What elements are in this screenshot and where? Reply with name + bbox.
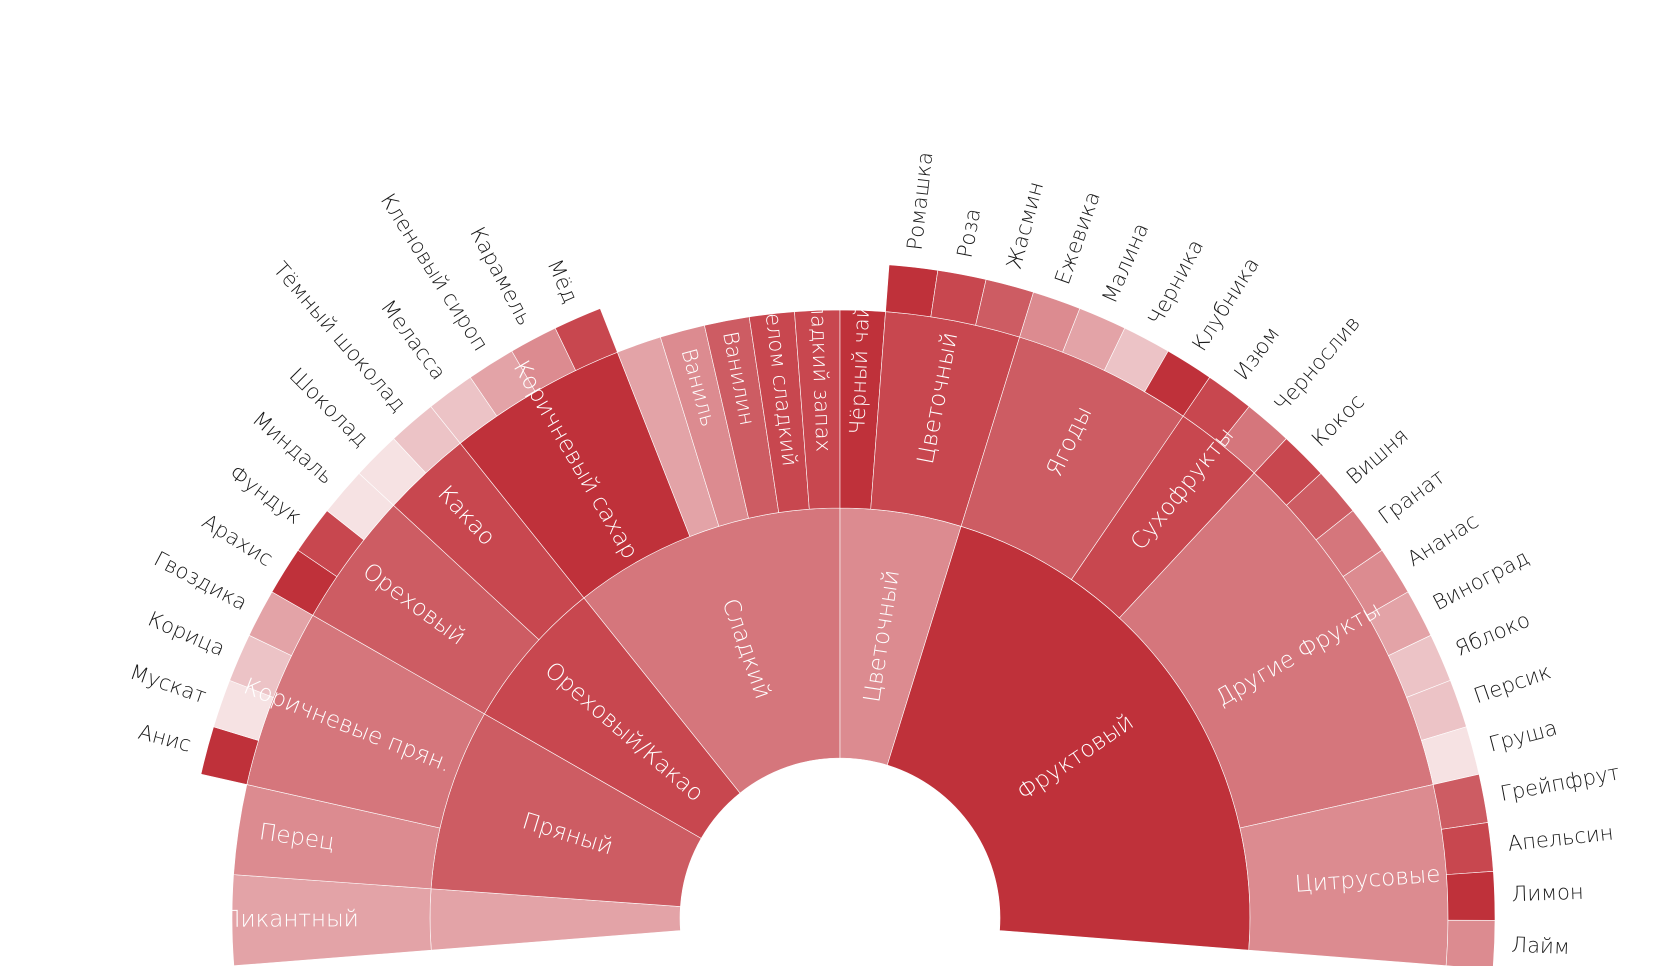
item-arc-лимон (1446, 870, 1496, 921)
item-label-мёд: Мёд (542, 256, 582, 307)
item-label-лимон: Лимон (1511, 880, 1584, 906)
item-label-тёмный-шоколад: Тёмный шоколад (268, 257, 410, 416)
item-label-гранат: Гранат (1374, 465, 1449, 529)
item-label-кокос: Кокос (1307, 389, 1369, 451)
item-label-ромашка: Ромашка (902, 151, 937, 252)
item-label-карамель: Карамель (465, 223, 537, 329)
item-label-лайм: Лайм (1511, 933, 1570, 959)
item-label-черника: Черника (1143, 235, 1208, 329)
item-label-грейпфрут: Грейпфрут (1498, 760, 1621, 806)
item-arc-апельсин (1441, 822, 1494, 875)
item-label-апельсин: Апельсин (1507, 821, 1615, 856)
item-label-роза: Роза (952, 206, 985, 259)
item-label-ежевика: Ежевика (1050, 188, 1105, 287)
item-arc-грейпфрут (1432, 773, 1489, 830)
item-label-яблоко: Яблоко (1451, 608, 1533, 661)
item-arc-лайм (1445, 919, 1496, 966)
item-label-вишня: Вишня (1342, 423, 1413, 489)
item-label-груша: Груша (1486, 716, 1559, 757)
item-label-анис: Анис (136, 720, 194, 757)
item-label-фундук: Фундук (225, 460, 306, 529)
item-label-персик: Персик (1471, 659, 1554, 708)
item-label-виноград: Виноград (1429, 545, 1533, 615)
item-label-арахис: Арахис (198, 509, 277, 571)
sub-label-чёрный-чай: Чёрный чай (845, 304, 874, 435)
item-arc-ромашка (885, 264, 939, 318)
item-label-ананас: Ананас (1403, 509, 1483, 571)
item-label-корица: Корица (144, 607, 228, 661)
item-label-гвоздика: Гвоздика (150, 547, 251, 616)
item-label-меласса: Меласса (376, 295, 451, 384)
item-label-изюм: Изюм (1229, 322, 1284, 385)
wheel-arcs (200, 264, 1496, 966)
item-label-жасмин: Жасмин (1002, 179, 1048, 272)
item-label-малина: Малина (1097, 219, 1153, 306)
item-label-мускат: Мускат (127, 660, 209, 709)
sub-label-пикантный: Пикантный (223, 906, 359, 932)
